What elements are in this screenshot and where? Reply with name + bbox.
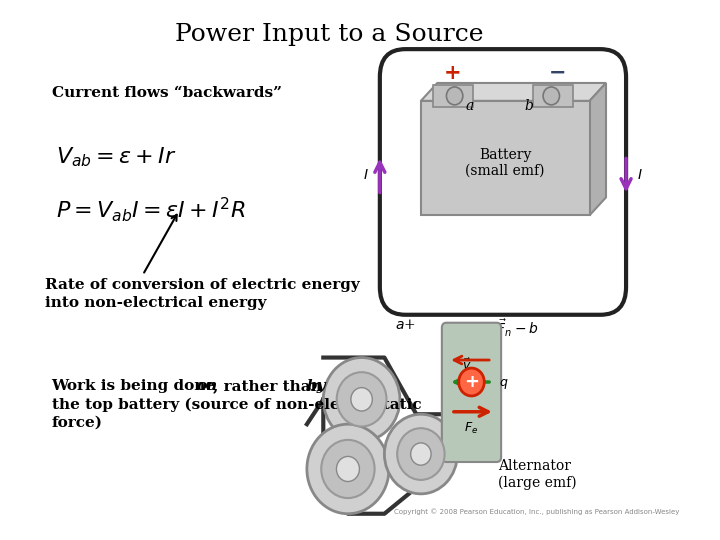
Text: Power Input to a Source: Power Input to a Source — [176, 23, 484, 46]
Text: Work is being done: Work is being done — [52, 380, 221, 394]
Text: into non-electrical energy: into non-electrical energy — [45, 296, 266, 310]
Text: $-\vec{F}_n-b$: $-\vec{F}_n-b$ — [485, 318, 538, 339]
Bar — [533, 85, 573, 107]
Text: +: + — [464, 373, 479, 391]
Bar — [421, 101, 590, 215]
Circle shape — [543, 87, 559, 105]
Text: −: − — [549, 63, 567, 83]
Text: $a$+: $a$+ — [395, 318, 416, 332]
Text: Alternator
(large emf): Alternator (large emf) — [498, 459, 577, 490]
Text: Current flows “backwards”: Current flows “backwards” — [52, 86, 282, 100]
Text: by: by — [307, 380, 326, 394]
Text: on: on — [197, 380, 217, 394]
Text: b: b — [524, 99, 533, 113]
Circle shape — [459, 368, 485, 396]
Text: Battery
(small emf): Battery (small emf) — [466, 148, 545, 178]
Text: $\vec{v}$: $\vec{v}$ — [462, 357, 472, 373]
Text: force): force) — [52, 415, 102, 429]
Polygon shape — [421, 83, 606, 101]
Text: $I$: $I$ — [637, 168, 643, 183]
Text: +: + — [444, 63, 462, 83]
Circle shape — [307, 424, 389, 514]
Text: a: a — [466, 99, 474, 113]
Text: $F_e$: $F_e$ — [464, 421, 479, 436]
Text: $P = V_{ab}I = \varepsilon I + I^2R$: $P = V_{ab}I = \varepsilon I + I^2R$ — [56, 195, 246, 224]
Circle shape — [336, 456, 359, 482]
Circle shape — [337, 372, 387, 427]
Text: $V_{ab} = \varepsilon + Ir$: $V_{ab} = \varepsilon + Ir$ — [56, 146, 177, 169]
FancyBboxPatch shape — [442, 323, 501, 462]
Circle shape — [410, 443, 431, 465]
Circle shape — [446, 87, 463, 105]
Polygon shape — [590, 83, 606, 215]
Text: , rather than: , rather than — [213, 380, 327, 394]
Text: Rate of conversion of electric energy: Rate of conversion of electric energy — [45, 278, 360, 292]
Text: q: q — [499, 375, 507, 388]
Circle shape — [321, 440, 374, 498]
Bar — [433, 85, 473, 107]
Circle shape — [323, 357, 400, 441]
Text: Copyright © 2008 Pearson Education, Inc., publishing as Pearson Addison-Wesley: Copyright © 2008 Pearson Education, Inc.… — [394, 509, 679, 516]
Text: the top battery (source of non-electrostatic: the top battery (source of non-electrost… — [52, 397, 421, 411]
Circle shape — [397, 428, 444, 480]
Circle shape — [384, 414, 457, 494]
Circle shape — [351, 388, 372, 411]
Text: $I$: $I$ — [363, 168, 369, 183]
